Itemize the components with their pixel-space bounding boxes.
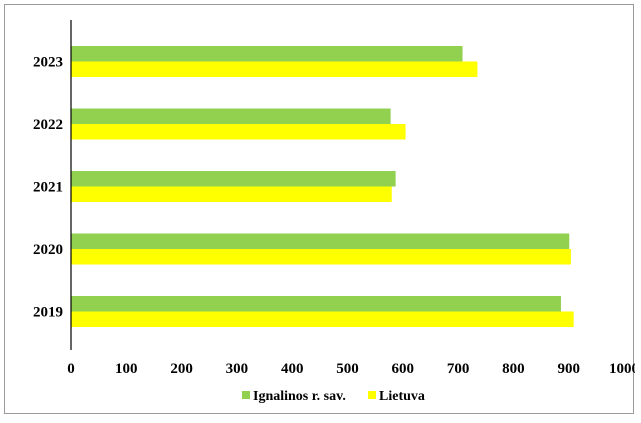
chart-frame: 2023 2022 2021 2020 2019 0 100 200 300 400 500 600…: [4, 4, 635, 414]
category-label-2021: 2021: [33, 180, 63, 196]
legend-label-ignalinos: Ignalinos r. sav.: [253, 389, 346, 404]
x-tick-labels: 0 100 200 300 400 500 600 700 800 900 1000: [67, 361, 635, 377]
x-tick-label-100: 100: [115, 361, 138, 377]
x-tick-label-700: 700: [447, 361, 470, 377]
bar-ignalinos-r-sav-2020: [71, 233, 570, 249]
bar-lietuva-2022: [71, 124, 406, 140]
bar-ignalinos-r-sav-2021: [71, 171, 396, 187]
bar-ignalinos-r-sav-2022: [71, 108, 391, 124]
x-tick-label-200: 200: [170, 361, 193, 377]
category-label-2019: 2019: [33, 305, 63, 321]
bar-lietuva-2021: [71, 186, 392, 202]
legend: Ignalinos r. sav. Lietuva: [242, 389, 425, 404]
category-label-2023: 2023: [33, 55, 63, 71]
legend-swatch-lietuva: [368, 391, 376, 399]
bar-ignalinos-r-sav-2019: [71, 296, 561, 312]
bar-lietuva-2020: [71, 249, 571, 265]
bar-ignalinos-r-sav-2023: [71, 46, 463, 62]
category-labels: 2023 2022 2021 2020 2019: [33, 55, 63, 321]
x-tick-label-500: 500: [336, 361, 359, 377]
category-label-2022: 2022: [33, 117, 63, 133]
legend-label-lietuva: Lietuva: [379, 389, 425, 404]
x-tick-label-600: 600: [392, 361, 415, 377]
bar-lietuva-2019: [71, 311, 574, 327]
bar-chart: 2023 2022 2021 2020 2019 0 100 200 300 400 500 600…: [33, 20, 635, 404]
bar-lietuva-2023: [71, 61, 478, 77]
legend-swatch-ignalinos: [242, 391, 250, 399]
x-tick-label-1000: 1000: [609, 361, 635, 377]
bars-layer: [71, 46, 574, 327]
x-tick-label-900: 900: [557, 361, 580, 377]
x-tick-label-800: 800: [502, 361, 525, 377]
category-label-2020: 2020: [33, 242, 63, 258]
x-tick-label-400: 400: [281, 361, 304, 377]
x-tick-label-0: 0: [67, 361, 75, 377]
x-tick-label-300: 300: [226, 361, 249, 377]
